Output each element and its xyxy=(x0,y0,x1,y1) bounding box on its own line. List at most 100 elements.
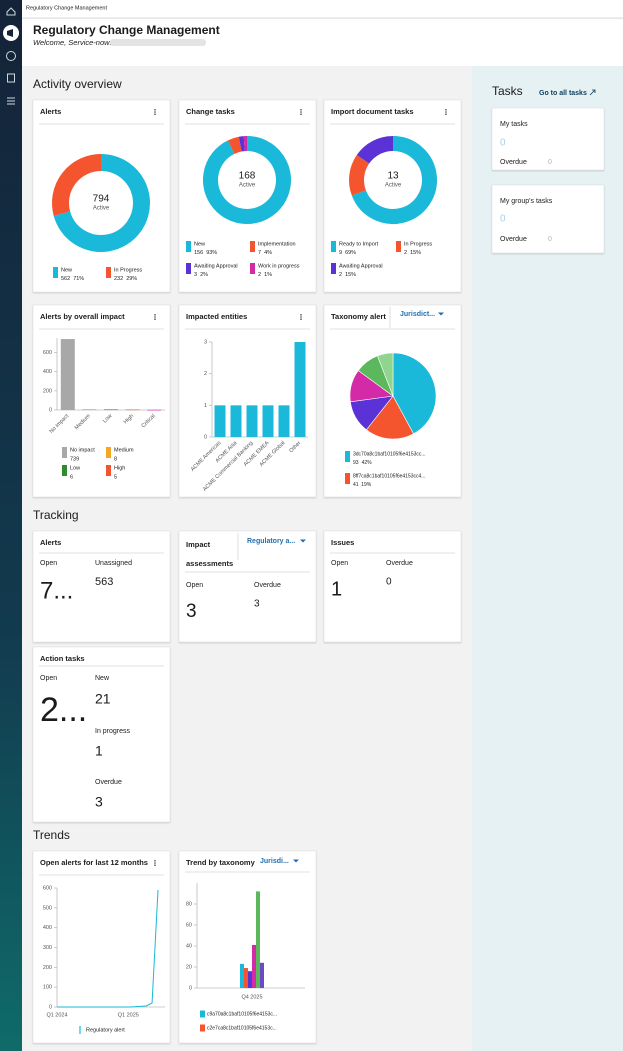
card xyxy=(32,850,171,1044)
legend-value: 2 15% xyxy=(404,250,421,256)
y-tick-label: 40 xyxy=(186,943,192,949)
donut-segment xyxy=(238,136,245,152)
legend-swatch xyxy=(62,465,67,476)
y-tick-label: 3 xyxy=(204,339,207,345)
legend-label: Ready to Import xyxy=(339,241,379,247)
card-title: Alerts xyxy=(40,107,61,116)
stat-label: Open xyxy=(331,560,348,567)
legend-value: 156 93% xyxy=(194,250,217,256)
donut-total: 168 xyxy=(239,171,256,182)
stat-value: 3 xyxy=(95,794,103,810)
card-title: Change tasks xyxy=(186,107,235,116)
menu-dot xyxy=(445,111,447,113)
legend-count: 41 xyxy=(353,482,359,488)
legend-count: 156 xyxy=(194,250,203,256)
menu-dot xyxy=(300,113,302,115)
stat-label: Overdue xyxy=(95,779,122,786)
menu-dot xyxy=(300,314,302,316)
card-title: Impacted entities xyxy=(186,312,247,321)
legend-label: Awaiting Approval xyxy=(194,263,238,269)
legend-label: Medium xyxy=(114,447,134,453)
bar xyxy=(240,963,244,988)
card-title: Alerts xyxy=(40,538,61,547)
pie-slice xyxy=(377,352,394,397)
stat-label: Overdue xyxy=(386,560,413,567)
card xyxy=(32,646,171,823)
legend-swatch xyxy=(250,263,255,274)
bar xyxy=(248,971,252,988)
filter-dropdown: Jurisdict... xyxy=(400,311,435,318)
stat-value: 3 xyxy=(254,599,260,610)
donut-total-label: Active xyxy=(239,183,256,189)
legend-label: 8ff7ca8c1baf10105f6e4153cc4... xyxy=(353,473,425,479)
menu-dot xyxy=(300,109,302,111)
task-overdue-count: 0 xyxy=(548,159,552,166)
home-icon[interactable] xyxy=(6,7,16,16)
legend-value: 9 69% xyxy=(339,250,356,256)
tasks-title: Tasks xyxy=(492,84,523,98)
legend-swatch xyxy=(106,465,111,476)
menu-dot xyxy=(300,316,302,318)
legend-percent: 71% xyxy=(73,276,84,282)
legend-percent: 42% xyxy=(362,460,373,466)
legend-swatch xyxy=(331,263,336,274)
y-tick-label: 600 xyxy=(43,885,52,891)
line-series xyxy=(57,889,159,1008)
bar xyxy=(147,409,162,411)
card xyxy=(178,530,317,643)
filter-dropdown: Regulatory a... xyxy=(247,538,295,545)
task-card xyxy=(491,184,605,254)
card xyxy=(323,530,462,643)
menu-dot xyxy=(154,862,156,864)
tasks-link[interactable]: Go to all tasks xyxy=(539,90,587,97)
task-card-title: My group's tasks xyxy=(500,198,553,205)
sidebar-icons xyxy=(3,7,19,105)
legend-count: 562 xyxy=(61,276,70,282)
legend-percent: 2% xyxy=(200,272,208,278)
card-title: Taxonomy alert xyxy=(331,312,386,321)
card-title: Open alerts for last 12 months xyxy=(40,858,148,867)
legend-label: High xyxy=(114,465,125,471)
legend-swatch xyxy=(106,267,111,278)
legend-count: 3 xyxy=(194,272,197,278)
legend-value: 2 1% xyxy=(258,272,272,278)
legend-label: Implementation xyxy=(258,241,296,247)
donut-segment xyxy=(203,136,291,224)
legend-label: New xyxy=(194,241,205,247)
legend-swatch xyxy=(250,241,255,252)
legend-value: 8 xyxy=(114,456,117,462)
legend-label: c2e7ca8c1baf10105f6e4153c... xyxy=(207,1025,277,1031)
legend-percent: 15% xyxy=(345,272,356,278)
stat-label: Overdue xyxy=(254,582,281,589)
bar xyxy=(82,409,97,410)
legend-count: 7 xyxy=(258,250,261,256)
breadcrumb[interactable]: Regulatory Change Management xyxy=(26,5,107,11)
donut-segment xyxy=(349,155,370,196)
legend-value: 562 71% xyxy=(61,276,84,282)
donut-segment xyxy=(351,136,437,224)
list-icon[interactable] xyxy=(7,97,15,105)
donut-segment xyxy=(227,136,242,154)
menu-dot xyxy=(445,113,447,115)
legend-swatch xyxy=(345,451,350,462)
donut-segment xyxy=(356,136,394,164)
legend-label: c9a70a8c1baf10105f6e4153c... xyxy=(207,1011,277,1017)
donut-total: 13 xyxy=(387,171,399,182)
task-card-title: My tasks xyxy=(500,121,528,128)
y-tick-label: 60 xyxy=(186,922,192,928)
pie-slice xyxy=(365,395,414,440)
legend-swatch xyxy=(186,241,191,252)
bar xyxy=(260,962,264,988)
page-title: Regulatory Change Management xyxy=(33,23,220,37)
legend-label: New xyxy=(61,267,72,273)
section-title: Trends xyxy=(33,828,70,842)
legend-swatch xyxy=(396,241,401,252)
card-title-box: Impact assessments xyxy=(186,540,233,567)
donut-segment xyxy=(53,154,150,252)
legend-label: In Progress xyxy=(114,267,142,273)
stat-value: 3 xyxy=(186,601,197,622)
check-icon[interactable] xyxy=(6,51,16,61)
menu-dot xyxy=(154,314,156,316)
bar xyxy=(256,891,260,988)
clipboard-icon[interactable] xyxy=(7,73,15,83)
